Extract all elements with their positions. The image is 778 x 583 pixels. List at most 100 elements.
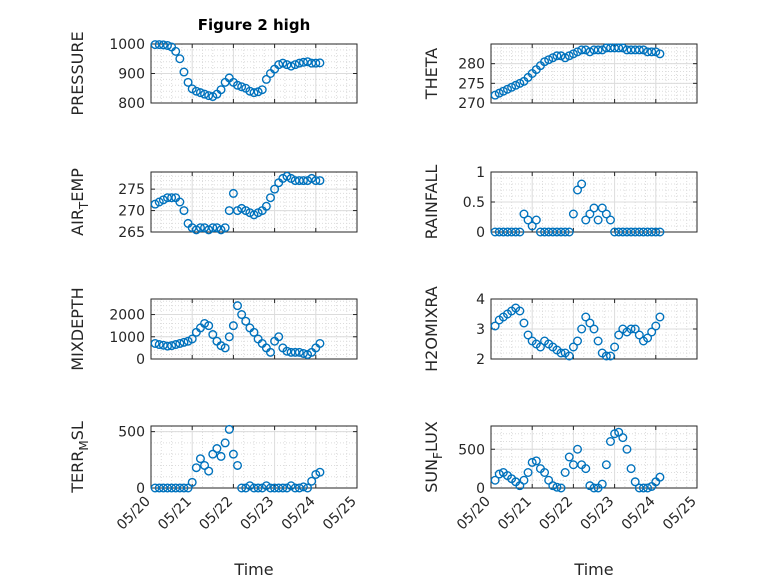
- data-point: [605, 215, 615, 225]
- x-tick-label: 05/23: [238, 494, 278, 534]
- data-point: [253, 483, 263, 493]
- data-point: [511, 80, 521, 90]
- data-point: [614, 43, 624, 53]
- data-point: [643, 333, 653, 343]
- y-tick-label: 0: [476, 481, 485, 497]
- major-grid: [150, 43, 358, 104]
- data-point: [220, 223, 230, 233]
- data-point: [634, 45, 644, 55]
- subplot-right-1: 270 275 280 THETA: [422, 43, 698, 112]
- data-point: [601, 351, 611, 361]
- data-point: [581, 464, 591, 474]
- data-series: [490, 427, 665, 493]
- x-tick-label: 05/21: [495, 494, 535, 534]
- data-point: [298, 57, 308, 67]
- data-point: [265, 193, 275, 203]
- data-series: [490, 43, 665, 100]
- data-point: [171, 46, 181, 56]
- x-tick-label: 05/23: [578, 494, 618, 534]
- data-point: [622, 444, 632, 454]
- data-point: [183, 483, 193, 493]
- data-point: [303, 57, 313, 67]
- data-point: [311, 58, 321, 68]
- data-point: [278, 58, 288, 68]
- y-tick-label: 800: [118, 96, 145, 112]
- data-point: [638, 45, 648, 55]
- x-axis-label-left: Time: [233, 560, 273, 579]
- data-point: [195, 88, 205, 98]
- y-tick-label: 0: [476, 225, 485, 241]
- data-point: [257, 85, 267, 95]
- data-point: [535, 342, 545, 352]
- data-point: [315, 58, 325, 68]
- y-tick-label: 0.5: [463, 195, 485, 211]
- y-tick-label: 275: [118, 182, 145, 198]
- data-point: [191, 463, 201, 473]
- data-point: [241, 316, 251, 326]
- y-tick-label: 500: [458, 442, 485, 458]
- data-point: [585, 318, 595, 328]
- data-point: [171, 340, 181, 350]
- y-tick-label: 0: [136, 481, 145, 497]
- data-point: [179, 337, 189, 347]
- data-point: [618, 433, 628, 443]
- data-point: [626, 324, 636, 334]
- data-point: [523, 330, 533, 340]
- data-series: [150, 424, 325, 493]
- data-point: [552, 482, 562, 492]
- data-point: [179, 206, 189, 216]
- data-point: [212, 444, 222, 454]
- data-point: [228, 321, 238, 331]
- y-tick-label: 270: [458, 96, 485, 112]
- data-point: [610, 342, 620, 352]
- data-point: [216, 85, 226, 95]
- y-tick-label: 270: [118, 204, 145, 220]
- data-point: [233, 460, 243, 470]
- data-point: [515, 306, 525, 316]
- y-tick-label: 900: [118, 67, 145, 83]
- data-point: [564, 227, 574, 237]
- data-point: [490, 321, 500, 331]
- data-point: [175, 54, 185, 64]
- data-point: [290, 483, 300, 493]
- data-point: [597, 45, 607, 55]
- data-point: [315, 338, 325, 348]
- data-point: [593, 336, 603, 346]
- axes-box: [150, 298, 358, 360]
- data-point: [286, 61, 296, 71]
- data-point: [634, 330, 644, 340]
- subplot-left-4: 0 500 05/20 05/21 05/22 05/23 05/24 05/25 TERRMS…: [68, 421, 360, 533]
- data-point: [556, 483, 566, 493]
- y-tick-label: 1: [476, 165, 485, 181]
- data-point: [490, 90, 500, 100]
- data-point: [204, 321, 214, 331]
- data-point: [568, 49, 578, 59]
- data-point: [183, 77, 193, 87]
- data-point: [237, 310, 247, 320]
- data-point: [630, 324, 640, 334]
- data-series: [150, 40, 325, 102]
- axes-box: [150, 171, 358, 233]
- data-point: [233, 80, 243, 90]
- data-point: [531, 215, 541, 225]
- data-point: [564, 351, 574, 361]
- y-axis-label: RAINFALL: [422, 165, 441, 240]
- data-point: [564, 51, 574, 61]
- data-point: [573, 444, 583, 454]
- data-point: [647, 327, 657, 337]
- data-point: [216, 451, 226, 461]
- data-point: [224, 332, 234, 342]
- data-point: [577, 324, 587, 334]
- data-point: [224, 424, 234, 434]
- data-point: [179, 67, 189, 77]
- data-point: [610, 429, 620, 439]
- data-point: [593, 215, 603, 225]
- subplot-left-2: 265 270 275 AIRTEMP: [68, 168, 358, 241]
- data-point: [655, 227, 665, 237]
- data-point: [282, 346, 292, 356]
- data-point: [179, 483, 189, 493]
- data-point: [519, 318, 529, 328]
- data-point: [158, 40, 168, 50]
- axes-box: [490, 43, 698, 104]
- data-point: [581, 312, 591, 322]
